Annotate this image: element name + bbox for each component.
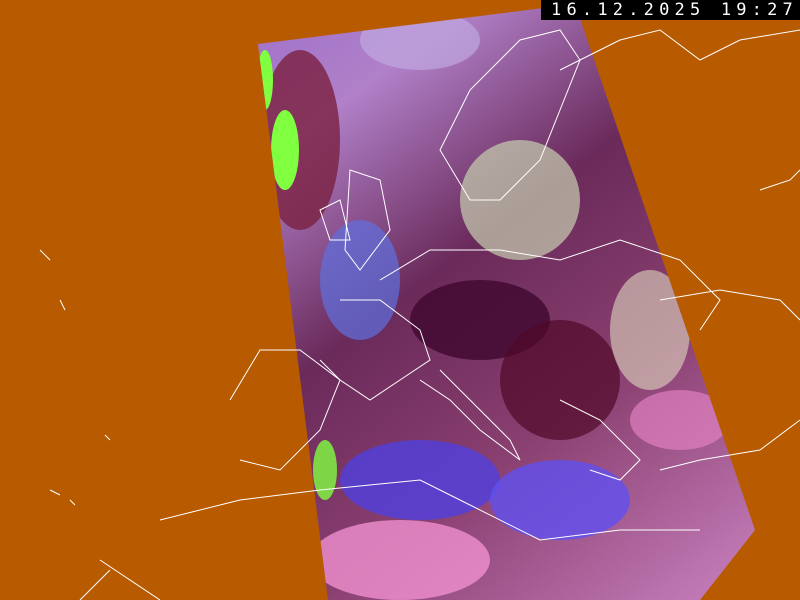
timestamp: 16.12.2025 19:27 [541,0,800,20]
country-borders [39,29,800,600]
